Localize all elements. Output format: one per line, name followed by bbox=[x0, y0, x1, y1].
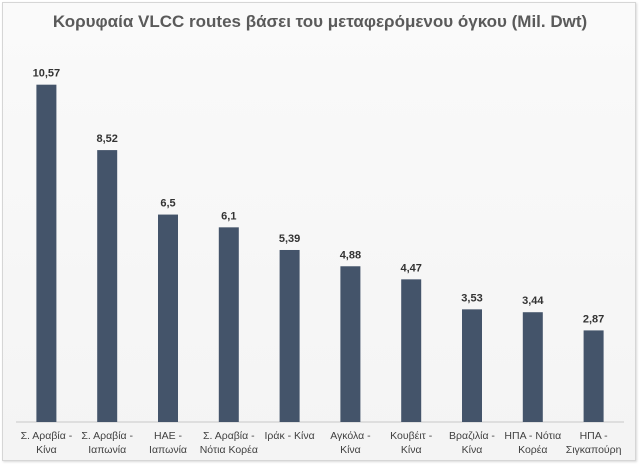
category-label: Ιράκ - Κίνα bbox=[264, 430, 314, 442]
bar bbox=[462, 309, 482, 422]
bar bbox=[218, 227, 239, 422]
category-label: Κίνα bbox=[462, 444, 483, 456]
bar bbox=[522, 312, 543, 422]
bar bbox=[279, 249, 300, 422]
chart-title: Κορυφαία VLCC routes βάσει του μεταφερόμ… bbox=[52, 12, 588, 31]
data-label: 6,1 bbox=[221, 210, 236, 222]
bar bbox=[36, 84, 57, 422]
bar bbox=[97, 150, 118, 422]
category-label: Κορέα bbox=[518, 444, 547, 456]
category-label: Κίνα bbox=[36, 444, 57, 456]
category-label: Αγκόλα - bbox=[330, 430, 371, 442]
data-label: 5,39 bbox=[279, 233, 300, 245]
category-label: Σ. Αραβία - bbox=[81, 430, 133, 442]
category-label: ΗΠΑ - Νότια bbox=[504, 430, 561, 442]
category-label: Ιαπωνία bbox=[88, 444, 126, 456]
data-label: 6,5 bbox=[160, 198, 175, 210]
category-label: Κίνα bbox=[340, 444, 361, 456]
bar bbox=[583, 330, 604, 422]
category-label: ΗΠΑ - bbox=[580, 430, 609, 442]
data-label: 2,87 bbox=[583, 313, 604, 325]
data-label: 10,57 bbox=[33, 68, 61, 80]
bar bbox=[158, 214, 178, 422]
category-label: Σ. Αραβία - bbox=[21, 430, 73, 442]
category-label: Κουβέιτ - bbox=[390, 430, 433, 442]
category-label: Σ. Αραβία - bbox=[203, 430, 255, 442]
data-label: 3,44 bbox=[522, 295, 544, 307]
category-label: ΗΑΕ - bbox=[154, 430, 183, 442]
data-label: 8,52 bbox=[96, 133, 117, 145]
category-label: Βραζιλία - bbox=[449, 430, 495, 442]
data-label: 3,53 bbox=[461, 292, 482, 304]
bar bbox=[340, 266, 361, 422]
bar bbox=[401, 279, 422, 422]
data-label: 4,88 bbox=[340, 249, 361, 261]
category-label: Νότια Κορέα bbox=[200, 444, 258, 456]
data-label: 4,47 bbox=[400, 262, 421, 274]
category-label: Σιγκαπούρη bbox=[566, 444, 622, 456]
category-label: Κίνα bbox=[401, 444, 422, 456]
category-label: Ιαπωνία bbox=[149, 444, 187, 456]
